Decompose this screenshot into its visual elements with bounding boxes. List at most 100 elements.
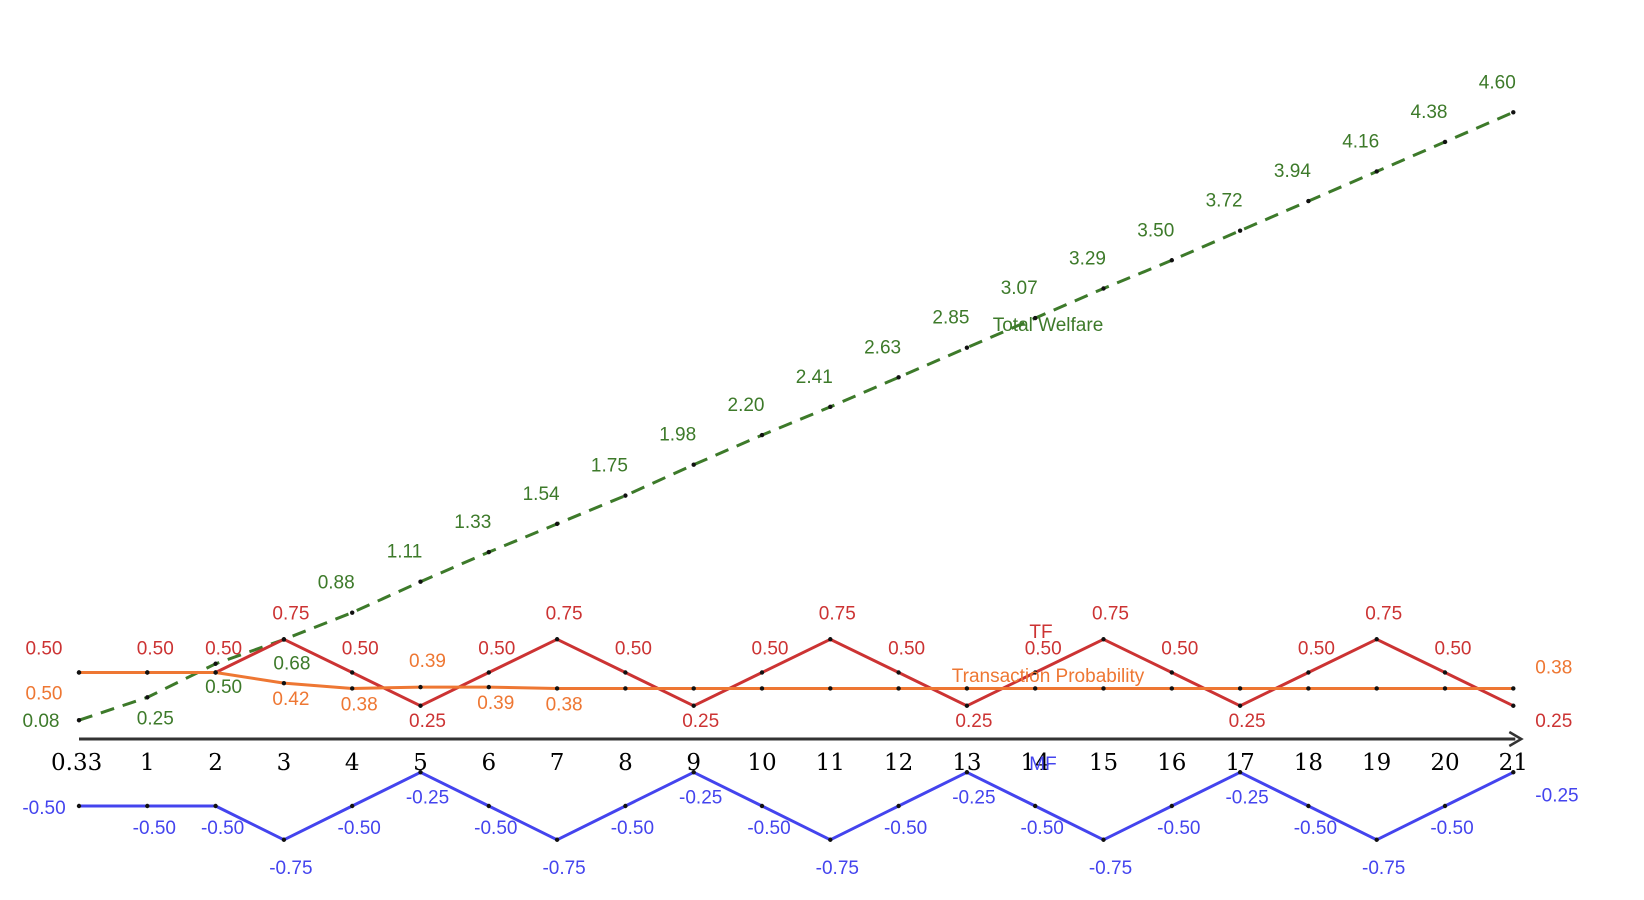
data-point (1511, 703, 1516, 708)
data-label: 0.50 (137, 639, 174, 660)
data-point (1101, 637, 1106, 642)
series-name-label: TF (1029, 622, 1052, 643)
data-point (828, 404, 833, 410)
data-label: 0.25 (409, 711, 446, 732)
data-label: 0.25 (955, 711, 992, 732)
data-label: -0.50 (1294, 818, 1337, 839)
x-tick-label: 15 (1089, 750, 1118, 776)
data-label: 0.75 (819, 603, 856, 624)
x-tick-label: 2 (208, 750, 223, 776)
data-point (896, 803, 901, 809)
data-point (418, 770, 423, 775)
data-point (623, 493, 628, 498)
data-point (1374, 837, 1379, 842)
data-point (828, 686, 833, 691)
data-point (554, 837, 560, 842)
data-point (964, 686, 970, 691)
data-label: -0.75 (542, 858, 585, 879)
data-point (759, 803, 765, 809)
data-label: -0.25 (952, 787, 995, 808)
data-label: -0.75 (1089, 858, 1132, 879)
data-point (1442, 670, 1448, 675)
data-label: 0.50 (1435, 639, 1472, 660)
data-label: 0.75 (1092, 603, 1129, 624)
data-point (554, 686, 560, 691)
x-tick-label: 1 (140, 750, 155, 776)
data-point (964, 703, 970, 708)
series-line-0 (78, 110, 1514, 722)
data-labels: 0.08 0.25 0.50 0.68 0.88 1.11 1.33 1.54 1.75 1.98… (22, 72, 1578, 878)
data-label: 0.75 (546, 603, 583, 624)
data-point (1101, 286, 1106, 291)
series-name-label: Transaction Probability (952, 666, 1145, 687)
data-label: 3.94 (1274, 161, 1311, 182)
data-point (1511, 770, 1516, 775)
data-label: 0.39 (477, 693, 514, 714)
data-label: -0.50 (611, 818, 654, 839)
data-point (759, 670, 765, 675)
data-label: 0.68 (273, 654, 310, 675)
data-point (145, 670, 150, 675)
data-label: 0.75 (1365, 603, 1402, 624)
series-names: Total Welfare TF Transaction Probability MF (952, 315, 1145, 775)
data-point (1306, 670, 1311, 675)
data-label: 0.50 (342, 639, 379, 660)
data-point (350, 610, 355, 615)
data-label: -0.50 (201, 818, 244, 839)
data-point (145, 695, 150, 700)
data-label: 1.11 (387, 542, 423, 563)
data-label: -0.25 (406, 787, 449, 808)
data-point (1237, 228, 1243, 233)
data-point (691, 770, 696, 775)
x-tick-label: 20 (1430, 750, 1459, 776)
data-label: 0.39 (409, 651, 446, 672)
data-point (486, 670, 491, 675)
data-point (759, 432, 765, 438)
data-label: 0.50 (752, 639, 789, 660)
x-tick-label: 3 (277, 750, 292, 776)
x-tick-label: 6 (481, 750, 496, 776)
data-point (1237, 686, 1243, 691)
x-tick-label: 0.33 (51, 750, 102, 776)
data-label: 0.88 (318, 573, 355, 594)
data-label: 0.50 (1025, 639, 1062, 660)
data-label: 0.38 (546, 694, 583, 715)
x-tick-label: 14 (1021, 750, 1050, 776)
data-point (1442, 686, 1448, 691)
x-tick-label: 11 (816, 750, 845, 776)
data-label: 0.38 (1535, 657, 1572, 678)
data-label: -0.50 (1157, 818, 1200, 839)
data-point (76, 803, 82, 809)
data-label: 0.25 (682, 711, 719, 732)
data-point (1033, 803, 1038, 809)
data-point (1033, 315, 1038, 321)
data-label: 0.42 (272, 689, 309, 710)
data-label: 0.38 (341, 694, 378, 715)
data-point (1442, 139, 1448, 145)
data-point (1033, 670, 1038, 675)
data-point (964, 770, 970, 775)
data-label: -0.75 (816, 858, 859, 879)
data-label: 1.75 (591, 456, 628, 477)
data-label: 0.50 (478, 639, 515, 660)
data-point (213, 670, 218, 675)
x-tick-label: 19 (1362, 750, 1391, 776)
x-tick-label: 10 (747, 750, 776, 776)
data-point (1374, 169, 1379, 174)
data-point (896, 375, 901, 380)
data-label: 2.63 (864, 337, 901, 358)
data-point (1169, 670, 1175, 675)
data-point (1101, 837, 1106, 842)
data-label: 0.50 (888, 639, 925, 660)
x-tick-label: 4 (345, 750, 360, 776)
data-point (1101, 686, 1106, 691)
data-point (281, 680, 287, 686)
data-label: 0.75 (272, 603, 309, 624)
x-tick-label: 7 (550, 750, 565, 776)
data-point (1306, 803, 1311, 809)
data-point (145, 803, 150, 809)
series-line-2 (79, 671, 1514, 690)
data-label: 4.60 (1479, 72, 1516, 93)
data-label: 2.85 (932, 308, 969, 329)
data-points (76, 110, 1516, 842)
